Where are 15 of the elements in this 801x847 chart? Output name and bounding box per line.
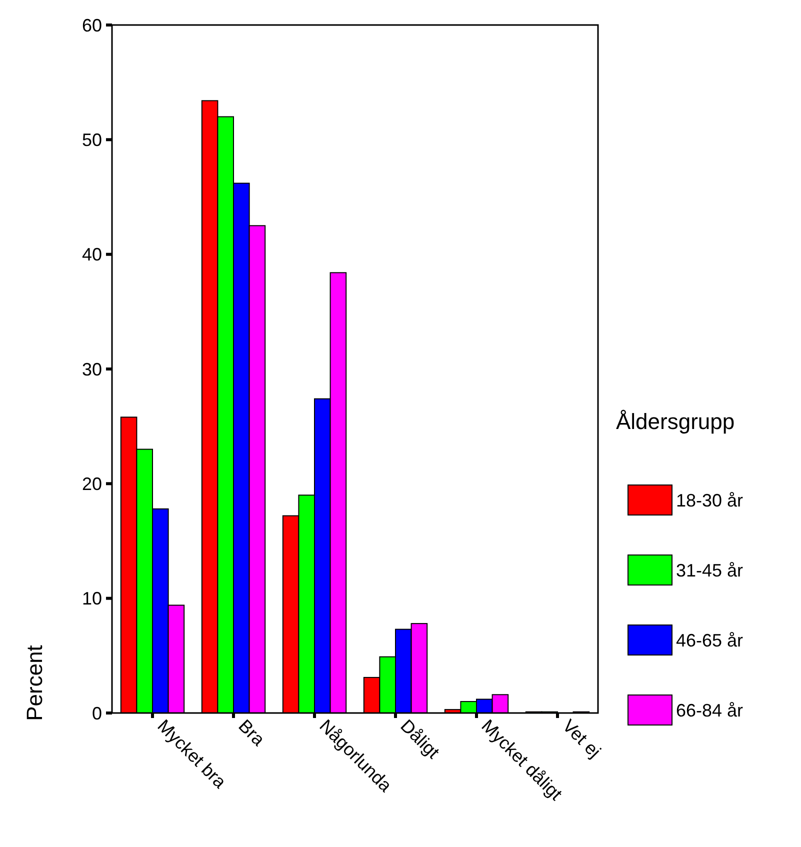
y-axis-title: Percent bbox=[22, 645, 47, 721]
y-tick-label: 40 bbox=[82, 244, 102, 265]
y-tick-label: 60 bbox=[82, 15, 102, 36]
y-tick-label: 30 bbox=[82, 359, 102, 380]
legend-label: 18-30 år bbox=[676, 490, 744, 510]
legend-label: 46-65 år bbox=[676, 630, 744, 650]
legend-title: Åldersgrupp bbox=[616, 409, 735, 434]
y-tick-label: 20 bbox=[82, 474, 102, 494]
y-tick-label: 50 bbox=[82, 130, 102, 150]
legend-label: 31-45 år bbox=[676, 560, 744, 580]
legend-label: 66-84 år bbox=[676, 700, 744, 720]
x-tick-label: Vet ej bbox=[558, 716, 605, 762]
y-tick-label: 10 bbox=[82, 588, 102, 609]
y-tick-label: 0 bbox=[92, 703, 102, 724]
x-tick-label: Bra bbox=[234, 716, 270, 750]
